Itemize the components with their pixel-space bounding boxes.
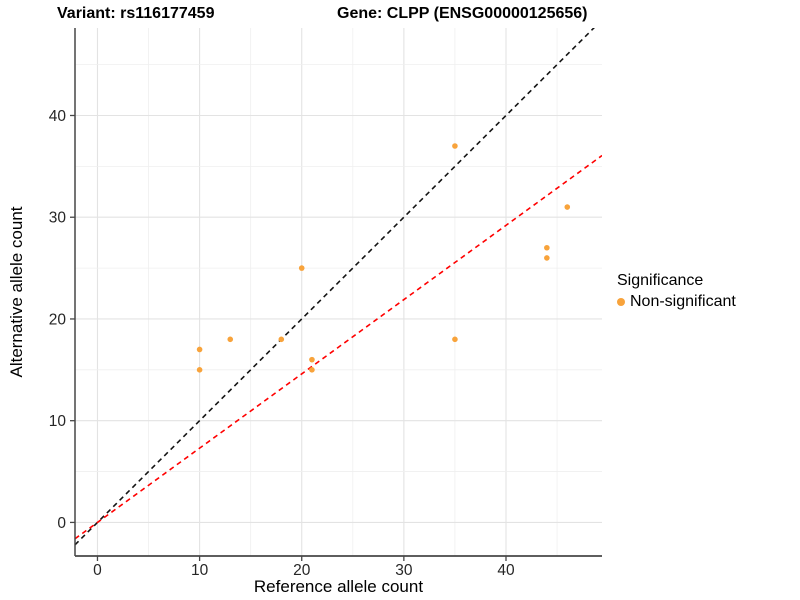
legend: Significance Non-significant [617,272,736,311]
data-point [196,346,203,353]
identity-line [75,28,595,546]
data-point [309,356,315,363]
data-points [196,143,571,373]
x-tick-label: 20 [293,562,311,579]
data-point [227,336,234,343]
y-tick-label: 30 [49,210,67,227]
y-tick-label: 20 [49,311,67,328]
data-point [452,336,458,343]
y-tick-label: 0 [57,515,66,532]
data-point [298,265,305,271]
y-tick-label: 10 [49,413,67,430]
data-point [309,367,315,373]
y-tick-label: 40 [49,108,67,125]
y-axis-title: Alternative allele count [7,206,26,378]
data-point [452,143,458,149]
data-point [196,367,203,373]
reference-lines [75,28,602,546]
gene-title: Gene: CLPP (ENSG00000125656) [337,5,588,22]
legend-marker-dot [617,298,625,306]
data-point [544,244,550,251]
legend-item-label: Non-significant [630,293,736,310]
data-point [544,255,550,261]
x-tick-label: 0 [93,562,102,579]
legend-title: Significance [617,272,704,289]
data-point [278,336,285,343]
data-point [564,204,571,210]
variant-title: Variant: rs116177459 [57,5,215,22]
x-axis-title: Reference allele count [253,577,424,596]
x-tick-label: 30 [395,562,413,579]
expected-ratio-line [75,154,602,540]
legend-item-non-significant: Non-significant [617,293,736,311]
x-tick-label: 10 [191,562,209,579]
x-tick-label: 40 [497,562,515,579]
